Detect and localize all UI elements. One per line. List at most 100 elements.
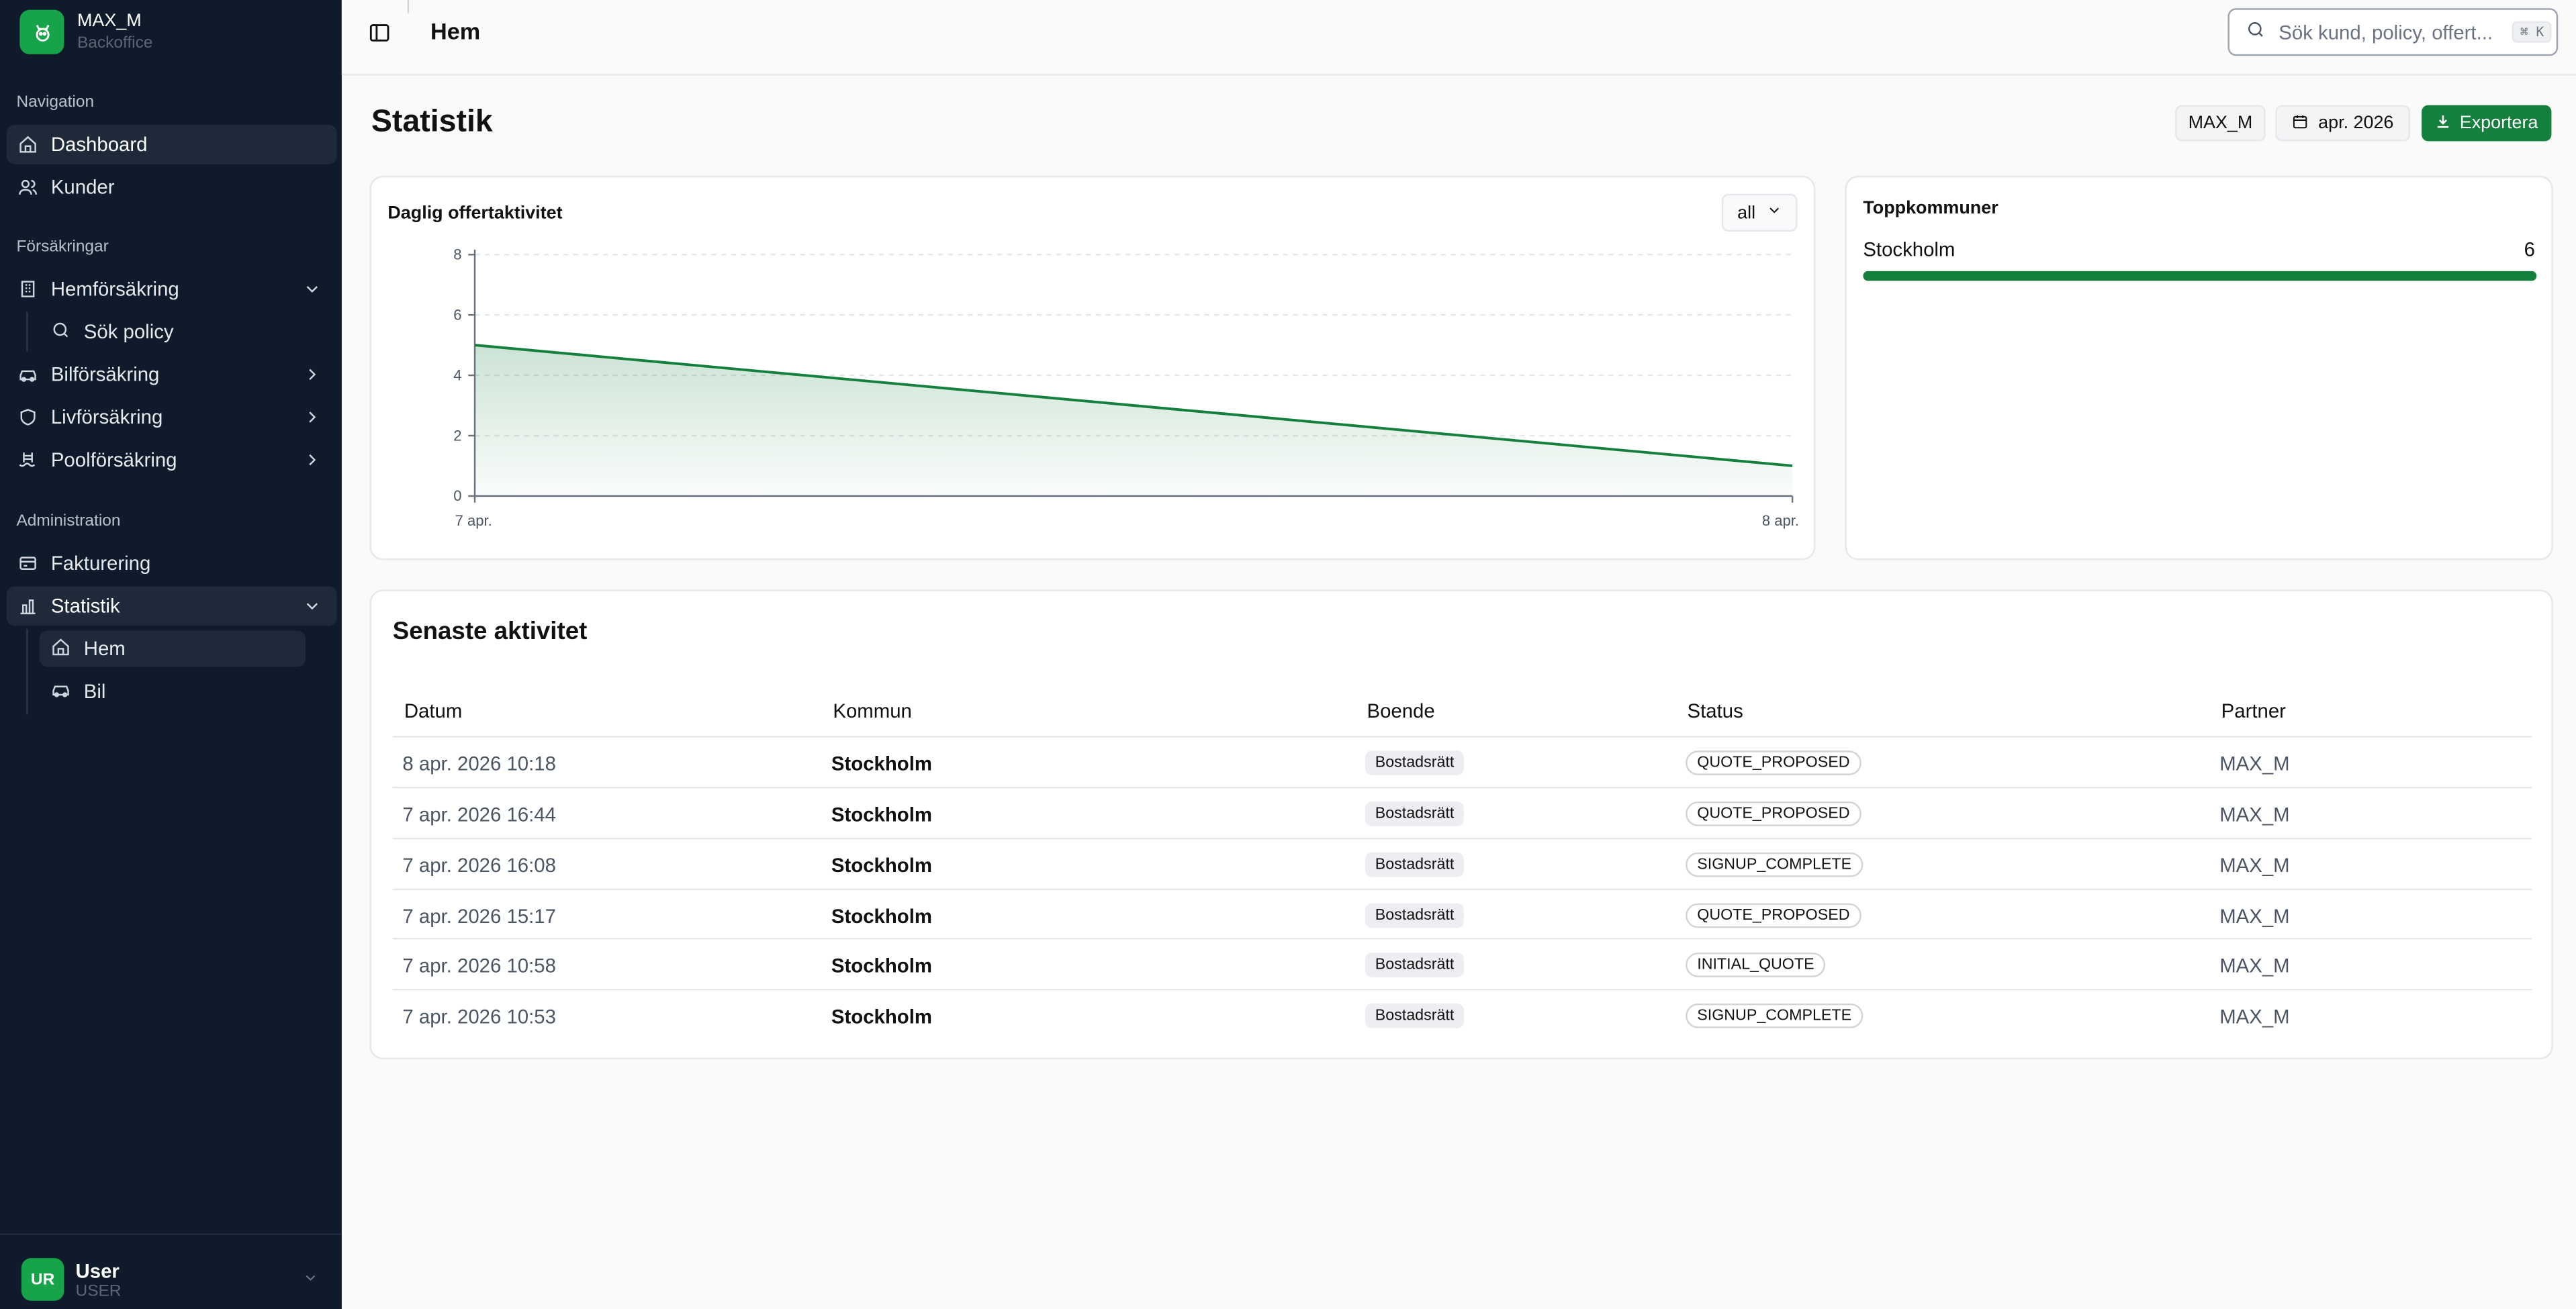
y-tick-label: 0	[453, 487, 461, 504]
boende-badge: Bostadsrätt	[1365, 903, 1464, 928]
cell-partner: MAX_M	[2219, 803, 2290, 826]
municipality-bar-fill	[1863, 271, 2537, 281]
cell-partner: MAX_M	[2219, 905, 2290, 928]
sidebar-item-statistik[interactable]: Statistik	[6, 586, 337, 626]
cell-date: 7 apr. 2026 16:44	[402, 803, 556, 826]
users-icon	[18, 177, 38, 197]
sidebar-item-label: Bil	[83, 679, 106, 704]
y-tick-label: 8	[453, 246, 461, 263]
sidebar-item-kunder[interactable]: Kunder	[7, 168, 337, 207]
page-title: Statistik	[371, 105, 493, 140]
chevron-down-icon	[302, 279, 322, 299]
cell-kommun: Stockholm	[831, 803, 933, 826]
brand[interactable]: MAX_M Backoffice	[19, 9, 153, 54]
partner-filter[interactable]: MAX_M	[2175, 105, 2266, 142]
user-role: USER	[75, 1282, 122, 1301]
column-header-datum[interactable]: Datum	[404, 699, 463, 723]
table-row[interactable]: 7 apr. 2026 10:53 Stockholm Bostadsrätt …	[392, 988, 2532, 1040]
y-tick-label: 2	[453, 427, 461, 444]
brand-subtitle: Backoffice	[77, 34, 153, 53]
sidebar-item-label: Sök policy	[83, 320, 174, 344]
cell-kommun: Stockholm	[831, 752, 933, 775]
series-line	[474, 344, 1793, 467]
series-area	[475, 345, 1793, 496]
boende-badge: Bostadsrätt	[1365, 1003, 1464, 1028]
sidebar-toggle-icon[interactable]	[368, 21, 391, 44]
breadcrumb: Hem	[430, 17, 481, 45]
municipality-bar	[1863, 271, 2537, 281]
column-header-partner[interactable]: Partner	[2221, 699, 2286, 723]
status-badge: QUOTE_PROPOSED	[1686, 801, 1861, 826]
card-title: Daglig offertaktivitet	[387, 203, 563, 224]
brand-logo-icon	[19, 9, 64, 54]
search-box[interactable]: ⌘ K	[2227, 8, 2559, 56]
sidebar-item-sok-policy[interactable]: Sök policy	[40, 313, 306, 350]
chevron-right-icon	[302, 450, 322, 469]
topbar: Hem ⌘ K	[341, 0, 2576, 76]
sidebar-item-label: Fakturering	[50, 552, 151, 575]
activity-filter-select[interactable]: all	[1721, 193, 1798, 232]
sidebar-item-label: Livförsäkring	[50, 405, 163, 429]
search-input[interactable]	[2279, 20, 2499, 44]
home-icon	[51, 636, 71, 661]
column-header-status[interactable]: Status	[1687, 699, 1743, 723]
chevron-down-icon	[302, 1268, 318, 1291]
sidebar-item-label: Bilförsäkring	[50, 362, 160, 386]
y-tick-label: 6	[453, 306, 461, 323]
sidebar-item-hem[interactable]: Hem	[39, 630, 306, 667]
table-row[interactable]: 7 apr. 2026 16:08 Stockholm Bostadsrätt …	[392, 837, 2532, 889]
submenu-line	[26, 629, 28, 715]
sidebar-item-bil[interactable]: Bil	[40, 673, 306, 710]
chevron-right-icon	[302, 407, 322, 427]
user-menu[interactable]: UR User USER	[0, 1233, 342, 1309]
cell-partner: MAX_M	[2219, 854, 2290, 877]
chart-icon	[18, 596, 38, 616]
shield-icon	[18, 407, 38, 427]
status-badge: INITIAL_QUOTE	[1686, 953, 1826, 977]
section-label-administration: Administration	[16, 512, 121, 531]
status-badge: QUOTE_PROPOSED	[1686, 903, 1861, 928]
top-municipalities-card: Toppkommuner Stockholm 6	[1845, 175, 2553, 561]
search-icon	[2246, 19, 2265, 44]
export-button[interactable]: Exportera	[2422, 105, 2552, 142]
x-tick-label: 8 apr.	[1762, 512, 1799, 529]
status-badge: QUOTE_PROPOSED	[1686, 750, 1861, 775]
cell-kommun: Stockholm	[831, 1005, 933, 1028]
month-picker[interactable]: apr. 2026	[2275, 105, 2411, 142]
table-row[interactable]: 7 apr. 2026 10:58 Stockholm Bostadsrätt …	[392, 938, 2532, 989]
section-label-forsakringar: Försäkringar	[16, 238, 109, 256]
table-row[interactable]: 8 apr. 2026 10:18 Stockholm Bostadsrätt …	[392, 736, 2532, 787]
sidebar-item-dashboard[interactable]: Dashboard	[6, 124, 337, 164]
sidebar-item-label: Kunder	[50, 175, 115, 199]
divider	[407, 0, 410, 13]
sidebar-item-livforsakring[interactable]: Livförsäkring	[7, 397, 337, 437]
status-badge: SIGNUP_COMPLETE	[1686, 1003, 1864, 1028]
sidebar-item-label: Poolförsäkring	[50, 448, 177, 472]
cell-date: 7 apr. 2026 10:53	[402, 1005, 556, 1028]
sidebar-item-hemforsakring[interactable]: Hemförsäkring	[7, 269, 337, 309]
sidebar-item-poolforsakring[interactable]: Poolförsäkring	[7, 440, 337, 480]
sidebar-item-label: Statistik	[50, 594, 120, 618]
cell-date: 7 apr. 2026 10:58	[402, 954, 556, 977]
sidebar: MAX_M Backoffice Navigation Dashboard Ku…	[0, 0, 342, 1309]
card-icon	[18, 554, 38, 573]
cell-date: 7 apr. 2026 15:17	[402, 905, 556, 928]
building-icon	[18, 279, 38, 299]
select-value: all	[1737, 203, 1756, 223]
column-header-boende[interactable]: Boende	[1367, 699, 1435, 723]
cell-kommun: Stockholm	[831, 954, 933, 977]
column-header-kommun[interactable]: Kommun	[833, 699, 912, 723]
sidebar-item-label: Hemförsäkring	[50, 277, 179, 301]
cell-partner: MAX_M	[2219, 752, 2290, 775]
table-row[interactable]: 7 apr. 2026 16:44 Stockholm Bostadsrätt …	[392, 786, 2532, 838]
download-icon	[2435, 113, 2451, 134]
section-label-navigation: Navigation	[16, 93, 95, 112]
submenu-line	[26, 311, 28, 352]
boende-badge: Bostadsrätt	[1365, 750, 1464, 775]
cell-kommun: Stockholm	[831, 854, 933, 877]
cell-date: 7 apr. 2026 16:08	[402, 854, 556, 877]
table-row[interactable]: 7 apr. 2026 15:17 Stockholm Bostadsrätt …	[392, 888, 2532, 940]
activity-chart: 0 2 4 6 8 7 apr. 8 apr.	[453, 246, 1799, 529]
sidebar-item-bilforsakring[interactable]: Bilförsäkring	[7, 354, 337, 394]
sidebar-item-fakturering[interactable]: Fakturering	[7, 544, 337, 583]
